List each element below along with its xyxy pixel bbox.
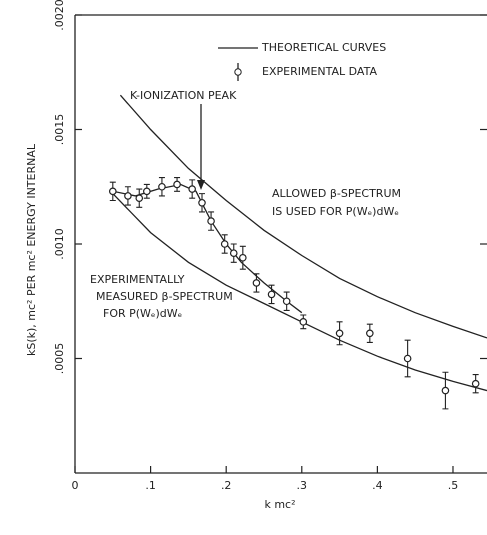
annotation: IS USED FOR P(Wₑ)dWₑ (272, 205, 399, 218)
x-tick-label: 0 (72, 479, 79, 492)
data-point (220, 240, 229, 248)
legend-marker (234, 68, 242, 76)
data-point (299, 318, 308, 326)
x-tick-label: .3 (297, 479, 308, 492)
data-point (239, 253, 247, 262)
data-point (441, 386, 450, 395)
data-point (143, 187, 151, 196)
data-point (198, 198, 206, 207)
theory-curve (119, 94, 487, 339)
data-point (229, 249, 238, 257)
y-tick-label: .0005 (53, 343, 66, 375)
data-point (158, 182, 166, 191)
data-point (403, 354, 412, 363)
x-tick-label: .2 (221, 479, 232, 492)
data-point (267, 290, 276, 299)
y-tick-label: .0015 (53, 114, 66, 146)
y-tick-label: .0020 (53, 0, 66, 31)
data-point (471, 379, 480, 388)
annotation: FOR P(Wₑ)dWₑ (103, 307, 182, 320)
data-point (173, 180, 181, 189)
data-point (282, 297, 291, 306)
annotation: MEASURED β-SPECTRUM (96, 290, 233, 303)
data-point (335, 329, 344, 338)
data-point (188, 185, 196, 193)
data-point (252, 279, 261, 287)
x-tick-label: .5 (448, 479, 459, 492)
data-point (135, 194, 144, 203)
x-tick-label: .4 (372, 479, 383, 492)
data-point (108, 187, 117, 196)
y-axis-label: kS(k), mc² PER mc² ENERGY INTERNAL (25, 143, 38, 356)
data-point (207, 217, 215, 225)
data-point (124, 192, 132, 200)
y-tick-label: .0010 (53, 228, 66, 260)
legend-label: EXPERIMENTAL DATA (262, 65, 377, 78)
data-point (366, 329, 374, 338)
annotation: EXPERIMENTALLY (90, 273, 185, 286)
x-axis-label: k mc² (264, 498, 295, 511)
annotation: ALLOWED β-SPECTRUM (272, 187, 401, 200)
x-tick-label: .1 (145, 479, 156, 492)
arrow-head (197, 180, 205, 190)
legend-label: THEORETICAL CURVES (261, 41, 386, 54)
annotation: K-IONIZATION PEAK (130, 89, 237, 102)
